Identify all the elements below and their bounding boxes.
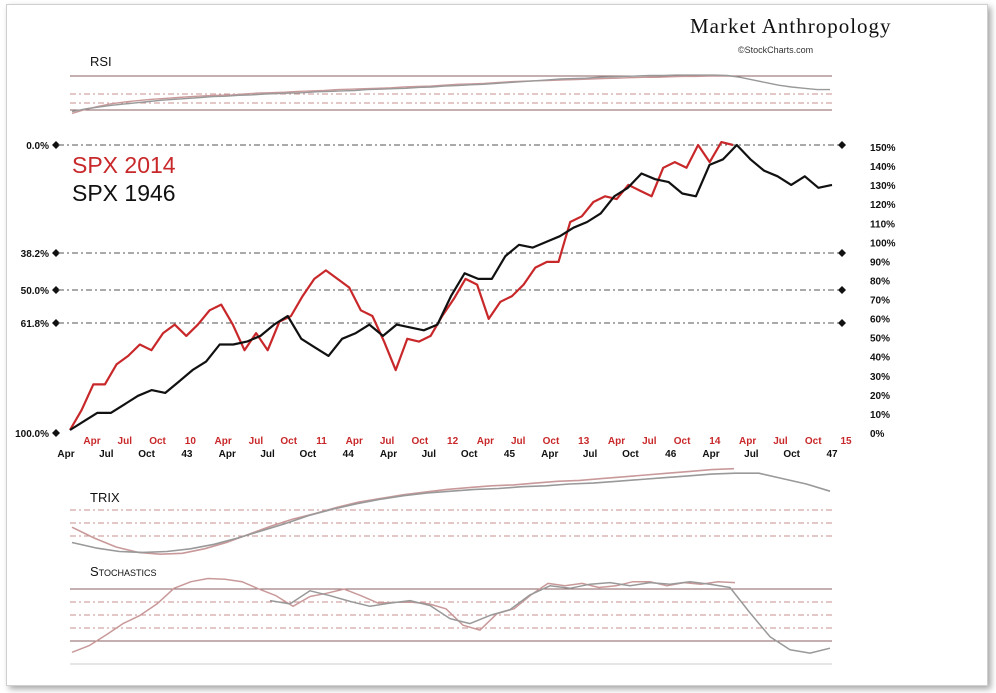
x-tick-2014: Jul — [118, 436, 133, 447]
x-tick-2014: 15 — [840, 436, 852, 447]
rsi-series-1 — [71, 74, 830, 113]
right-axis-label: 20% — [870, 391, 890, 402]
x-tick-1946: Oct — [783, 449, 800, 460]
x-tick-2014: Oct — [411, 436, 428, 447]
rsi-title: RSI — [90, 54, 112, 69]
fib-label: 100.0% — [15, 429, 49, 440]
right-axis-label: 50% — [870, 334, 890, 345]
x-tick-1946: Jul — [583, 449, 598, 460]
brand-title: Market Anthropology — [690, 14, 892, 38]
x-tick-1946: 45 — [504, 449, 516, 460]
x-tick-2014: Apr — [346, 436, 363, 447]
x-tick-2014: Oct — [280, 436, 297, 447]
x-tick-2014: Oct — [149, 436, 166, 447]
series-spx-1946 — [69, 143, 833, 431]
x-tick-2014: Jul — [380, 436, 395, 447]
right-axis-label: 140% — [870, 162, 896, 173]
x-tick-1946: Apr — [380, 449, 397, 460]
x-tick-2014: Apr — [215, 436, 232, 447]
x-tick-2014: 10 — [185, 436, 197, 447]
x-tick-2014: 13 — [578, 436, 590, 447]
legend-spx-1946: SPX 1946 — [72, 180, 176, 206]
right-axis-label: 40% — [870, 353, 890, 364]
x-tick-1946: Oct — [300, 449, 317, 460]
x-tick-1946: Oct — [138, 449, 155, 460]
rsi-series-0 — [71, 75, 736, 115]
x-tick-1946: 44 — [343, 449, 355, 460]
x-tick-1946: Jul — [99, 449, 114, 460]
fib-label: 50.0% — [21, 286, 49, 297]
legend-spx-2014: SPX 2014 — [72, 152, 176, 178]
x-tick-2014: 14 — [709, 436, 721, 447]
right-axis-label: 110% — [870, 219, 895, 230]
fib-marker-right — [838, 141, 846, 149]
x-tick-1946: Apr — [541, 449, 558, 460]
x-tick-2014: Oct — [674, 436, 691, 447]
fib-marker-left — [52, 249, 60, 257]
fib-marker-left — [52, 319, 60, 327]
right-axis-label: 90% — [870, 257, 890, 268]
fib-label: 0.0% — [26, 141, 49, 152]
x-tick-2014: Jul — [773, 436, 788, 447]
right-axis-label: 70% — [870, 296, 890, 307]
x-tick-2014: Apr — [83, 436, 100, 447]
stochastics-title: Stochastics — [90, 564, 157, 579]
x-tick-2014: Jul — [249, 436, 264, 447]
x-tick-1946: 46 — [665, 449, 677, 460]
right-axis-label: 130% — [870, 181, 896, 192]
fib-marker-left — [52, 141, 60, 149]
brand-credit: ©StockCharts.com — [738, 45, 814, 55]
chart-card — [6, 4, 988, 686]
fib-marker-left — [52, 429, 60, 437]
fib-label: 38.2% — [21, 249, 49, 260]
right-axis-label: 60% — [870, 315, 890, 326]
fib-marker-left — [52, 286, 60, 294]
x-tick-1946: 47 — [826, 449, 838, 460]
x-tick-1946: Apr — [219, 449, 236, 460]
fib-label: 61.8% — [21, 319, 49, 330]
x-tick-1946: Jul — [744, 449, 759, 460]
x-tick-2014: 11 — [316, 436, 327, 447]
stoch-series-0 — [71, 577, 736, 653]
x-tick-1946: Oct — [622, 449, 639, 460]
x-tick-1946: Jul — [260, 449, 275, 460]
fib-marker-right — [838, 319, 846, 327]
x-tick-1946: Apr — [702, 449, 719, 460]
x-tick-2014: Apr — [739, 436, 756, 447]
right-axis-label: 10% — [870, 410, 890, 421]
fib-marker-right — [838, 249, 846, 257]
right-axis-label: 120% — [870, 200, 896, 211]
x-tick-2014: Oct — [543, 436, 560, 447]
right-axis-label: 0% — [870, 429, 885, 440]
right-axis-label: 30% — [870, 372, 890, 383]
trix-series-1 — [71, 472, 831, 554]
right-axis-label: 150% — [870, 143, 896, 154]
fib-marker-right — [838, 286, 846, 294]
x-tick-2014: Oct — [805, 436, 822, 447]
right-axis-label: 100% — [870, 238, 896, 249]
stoch-series-1 — [269, 580, 831, 654]
right-axis-label: 80% — [870, 276, 890, 287]
x-tick-2014: Apr — [608, 436, 625, 447]
x-tick-1946: Oct — [461, 449, 478, 460]
x-tick-2014: Jul — [511, 436, 526, 447]
x-tick-2014: Jul — [642, 436, 657, 447]
x-tick-1946: Jul — [422, 449, 437, 460]
x-tick-1946: 43 — [181, 449, 193, 460]
x-tick-2014: Apr — [477, 436, 494, 447]
trix-series-0 — [71, 467, 735, 556]
x-tick-2014: 12 — [447, 436, 459, 447]
x-tick-1946: Apr — [57, 449, 74, 460]
trix-title: TRIX — [90, 490, 120, 505]
